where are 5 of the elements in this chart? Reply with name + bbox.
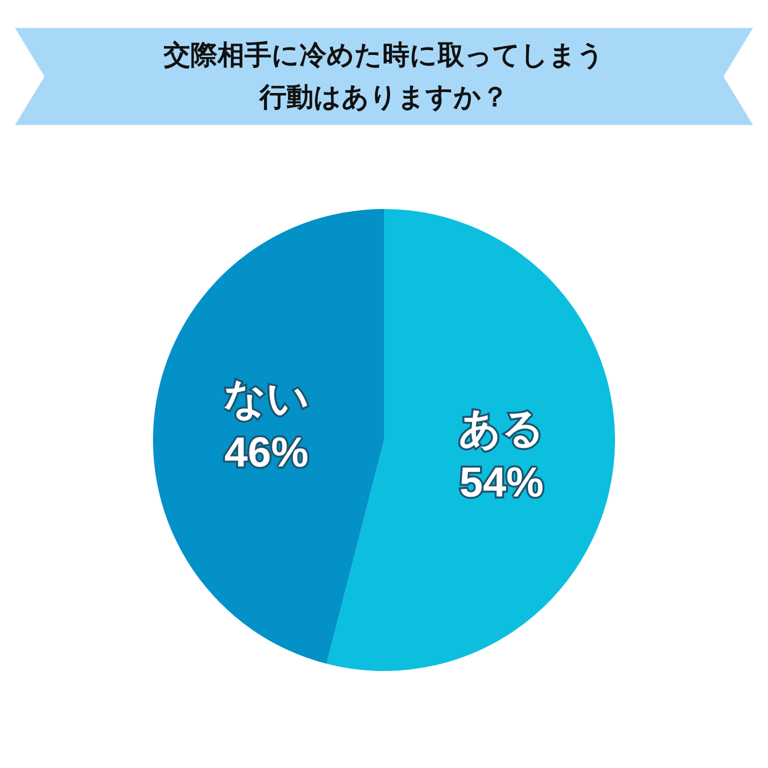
data-label: 46% [224, 428, 308, 476]
slice-label: ない [223, 374, 310, 422]
data-label: 54% [460, 458, 544, 506]
slice-label: ある [458, 404, 545, 452]
chart-title: 交際相手に冷めた時に取ってしまう行動はありますか？ [162, 39, 606, 114]
